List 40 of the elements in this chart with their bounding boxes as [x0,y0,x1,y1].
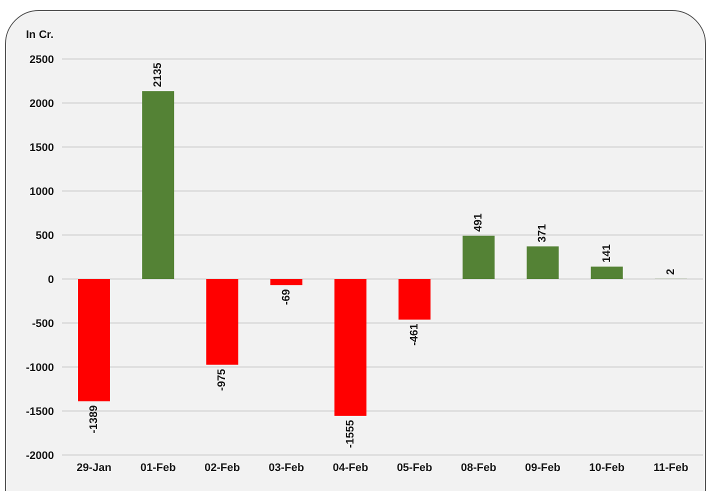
y-tick-label: 1000 [30,186,54,198]
x-tick-label: 09-Feb [525,462,561,474]
x-tick-label: 04-Feb [332,462,368,474]
x-tick-label: 01-Feb [140,462,176,474]
bar [78,279,110,402]
bar [398,279,431,320]
y-tick-label: -500 [32,318,54,330]
bar [334,279,366,416]
bar [462,236,495,279]
data-label: 141 [600,244,613,263]
x-tick-label: 29-Jan [76,462,112,474]
data-label: 2 [664,268,677,275]
data-label: -69 [280,289,292,305]
bar [526,246,559,279]
x-tick-label: 11-Feb [654,462,689,474]
y-tick-label: 2000 [30,98,54,110]
x-tick-label: 02-Feb [204,462,240,474]
y-tick-label: 500 [36,230,54,242]
y-tick-label: 1500 [30,142,54,154]
data-label: -1389 [88,405,100,434]
y-axis-title: In Cr. [26,29,54,41]
data-label: 371 [536,224,549,242]
data-label: -461 [408,324,421,346]
x-tick-label: 03-Feb [268,462,304,474]
y-tick-label: 0 [48,274,54,286]
y-tick-label: 2500 [30,54,54,66]
y-tick-label: -1000 [26,362,54,374]
x-tick-label: 10-Feb [589,462,625,474]
x-tick-label: 08-Feb [460,462,497,474]
x-tick-label: 05-Feb [396,462,433,474]
bar [270,279,302,286]
y-tick-label: -2000 [26,450,54,462]
data-label: -975 [216,368,228,391]
bar [142,91,174,279]
data-label: 2135 [152,62,164,88]
data-label: 491 [472,213,485,232]
bar [590,266,623,279]
data-label: -1555 [344,420,356,448]
y-tick-label: -1500 [26,406,54,418]
bar [206,279,238,365]
